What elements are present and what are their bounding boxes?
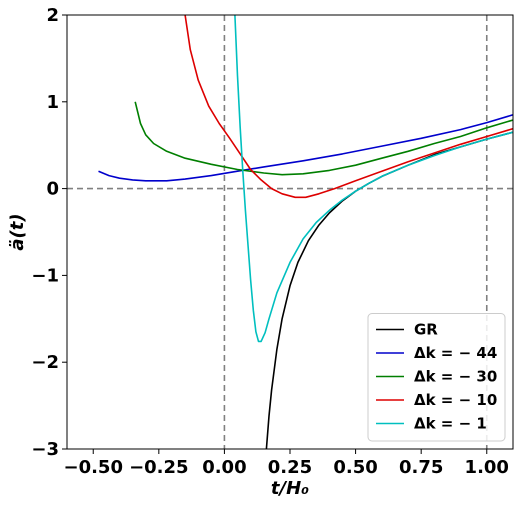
series-lines [98,15,513,449]
legend-label-1: Δk = − 44 [414,344,497,362]
x-tick-label: 0.50 [333,457,377,478]
y-tick-label: −2 [31,352,59,373]
x-tick-label: −0.25 [129,457,189,478]
y-tick-label: 1 [46,92,59,113]
axes: −0.50 −0.25 0.00 0.25 0.50 0.75 1.00 −3 −2 −1 0 1 2 t… [7,5,514,499]
legend-box [367,313,506,442]
series-line-2 [134,101,513,176]
x-axis-label: t/H₀ [271,478,309,499]
x-tick-label: −0.50 [63,457,123,478]
x-tick-label: 0.75 [399,457,443,478]
legend-label-2: Δk = − 30 [414,368,497,386]
series-line-3 [184,15,513,199]
x-tick-label: 0.00 [202,457,246,478]
y-tick-label: −1 [31,265,59,286]
x-tick-label: 0.25 [268,457,312,478]
series-line-1 [98,114,513,182]
y-axis-label: ä(t) [7,213,28,250]
y-tick-label: −3 [31,439,59,460]
legend: GR Δk = − 44 Δk = − 30 Δk = − 10 Δk = − 1 [367,313,506,442]
y-tick-label: 2 [46,5,59,26]
y-tick-label: 0 [46,179,59,200]
legend-label-0: GR [414,321,438,339]
series-line-0 [265,131,513,449]
legend-label-4: Δk = − 1 [414,415,487,433]
series-line-4 [234,15,513,343]
x-tick-label: 1.00 [465,457,509,478]
legend-label-3: Δk = − 10 [414,391,497,409]
